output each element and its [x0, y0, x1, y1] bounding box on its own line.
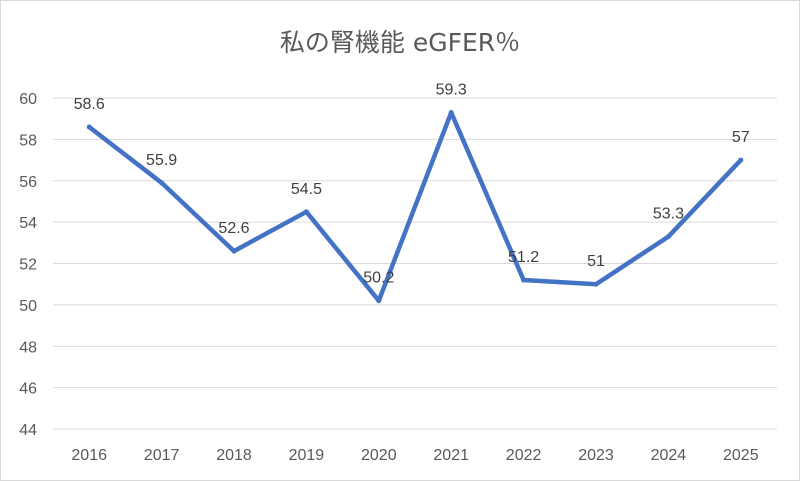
y-tick-label: 48 — [19, 339, 37, 356]
y-tick-label: 44 — [19, 422, 37, 439]
data-label: 51.2 — [508, 249, 539, 266]
data-label: 50.2 — [363, 270, 394, 287]
data-point — [521, 277, 527, 283]
y-tick-label: 52 — [19, 257, 37, 274]
x-tick-label: 2021 — [433, 447, 469, 464]
data-label: 58.6 — [74, 96, 105, 113]
data-point — [159, 180, 165, 186]
x-tick-label: 2019 — [289, 447, 325, 464]
data-label: 59.3 — [436, 81, 467, 98]
x-tick-label: 2022 — [506, 447, 542, 464]
x-tick-label: 2025 — [723, 447, 759, 464]
data-point — [448, 109, 454, 115]
y-tick-label: 54 — [19, 215, 37, 232]
x-tick-label: 2016 — [71, 447, 107, 464]
data-point — [86, 124, 92, 130]
data-label: 54.5 — [291, 181, 322, 198]
x-tick-label: 2024 — [651, 447, 687, 464]
data-label: 53.3 — [653, 206, 684, 223]
x-tick-label: 2018 — [216, 447, 252, 464]
data-point — [376, 298, 382, 304]
chart-title: 私の腎機能 eGFER％ — [279, 28, 521, 57]
data-point — [738, 157, 744, 163]
x-tick-label: 2023 — [578, 447, 614, 464]
y-tick-label: 56 — [19, 174, 37, 191]
data-label: 52.6 — [218, 220, 249, 237]
x-tick-label: 2020 — [361, 447, 397, 464]
data-label: 57 — [732, 129, 750, 146]
data-point — [303, 209, 309, 215]
data-point — [665, 234, 671, 240]
data-point — [231, 248, 237, 254]
y-tick-label: 58 — [19, 132, 37, 149]
y-tick-label: 50 — [19, 298, 37, 315]
series-line — [86, 110, 744, 303]
data-label: 55.9 — [146, 152, 177, 169]
y-tick-label: 60 — [19, 91, 37, 108]
data-point — [593, 281, 599, 287]
data-label: 51 — [587, 253, 605, 270]
x-tick-label: 2017 — [144, 447, 180, 464]
y-tick-label: 46 — [19, 381, 37, 398]
